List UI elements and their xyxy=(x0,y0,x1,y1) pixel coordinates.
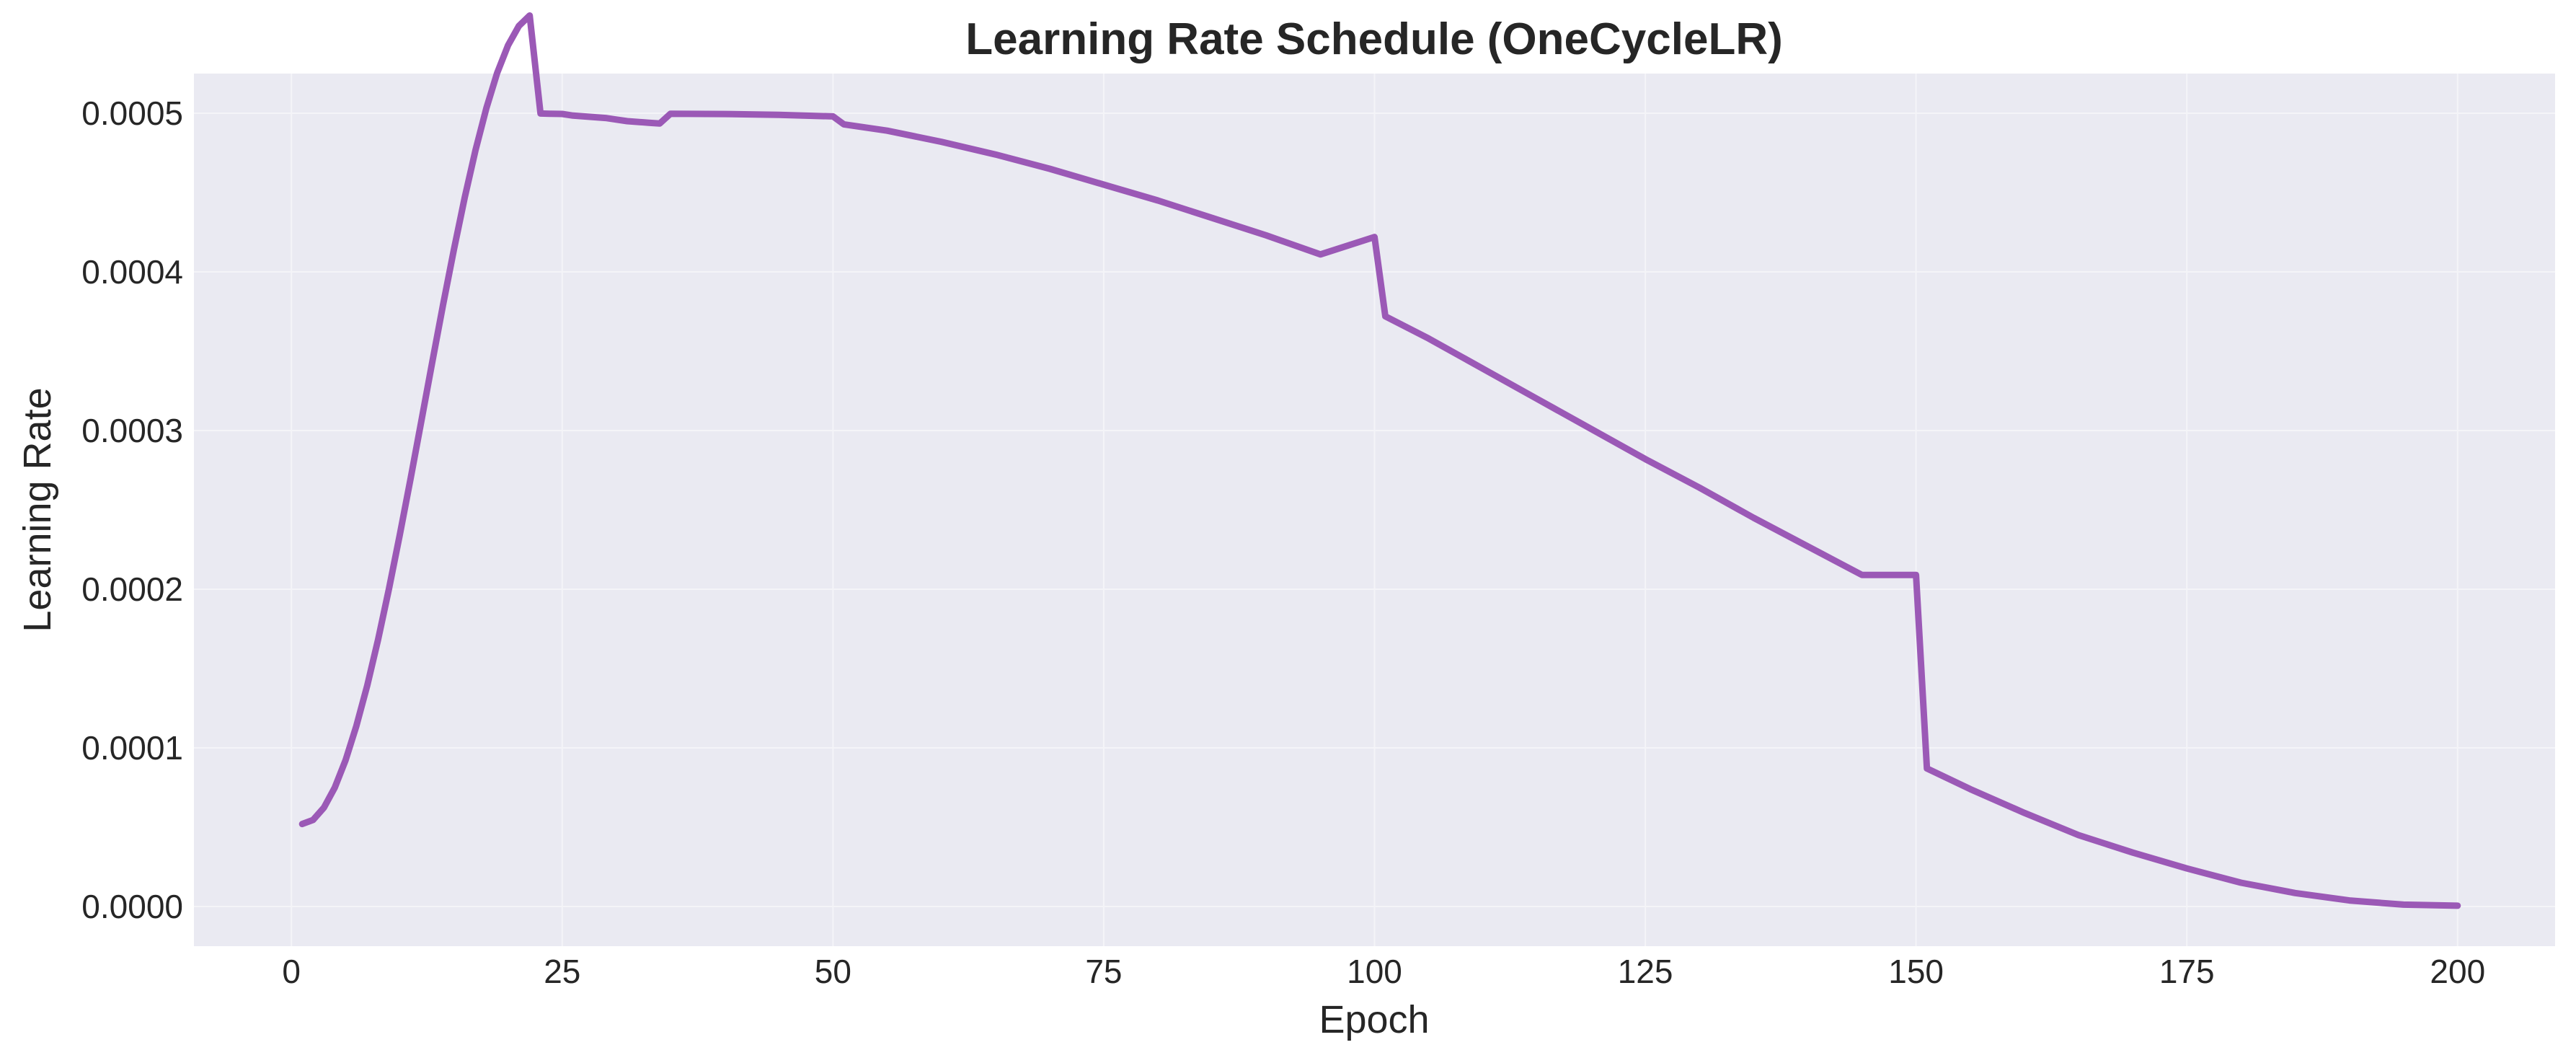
x-tick-label: 175 xyxy=(2159,953,2215,990)
x-tick-label: 75 xyxy=(1085,953,1122,990)
series-layer xyxy=(298,12,2461,909)
x-axis-label: Epoch xyxy=(1319,998,1429,1041)
y-tick-label: 0.0003 xyxy=(81,412,183,449)
x-tick-label: 125 xyxy=(1618,953,1673,990)
y-axis-label: Learning Rate xyxy=(16,387,59,632)
grid-lines xyxy=(194,74,2555,946)
x-tick-labels: 0 25 50 75 100 125 150 175 200 xyxy=(282,953,2485,990)
chart-title: Learning Rate Schedule (OneCycleLR) xyxy=(965,14,1782,64)
y-tick-label: 0.0001 xyxy=(81,729,183,767)
y-tick-label: 0.0005 xyxy=(81,94,183,132)
x-tick-label: 0 xyxy=(282,953,301,990)
x-tick-label: 100 xyxy=(1347,953,1402,990)
y-tick-label: 0.0000 xyxy=(81,888,183,925)
x-tick-label: 200 xyxy=(2430,953,2485,990)
y-tick-label: 0.0002 xyxy=(81,570,183,608)
x-tick-label: 150 xyxy=(1888,953,1944,990)
x-tick-label: 50 xyxy=(815,953,851,990)
series-line xyxy=(298,12,2461,909)
x-tick-label: 25 xyxy=(544,953,580,990)
y-tick-label: 0.0004 xyxy=(81,253,183,291)
y-tick-labels: 0.0000 0.0001 0.0002 0.0003 0.0004 0.0005 xyxy=(81,94,183,925)
